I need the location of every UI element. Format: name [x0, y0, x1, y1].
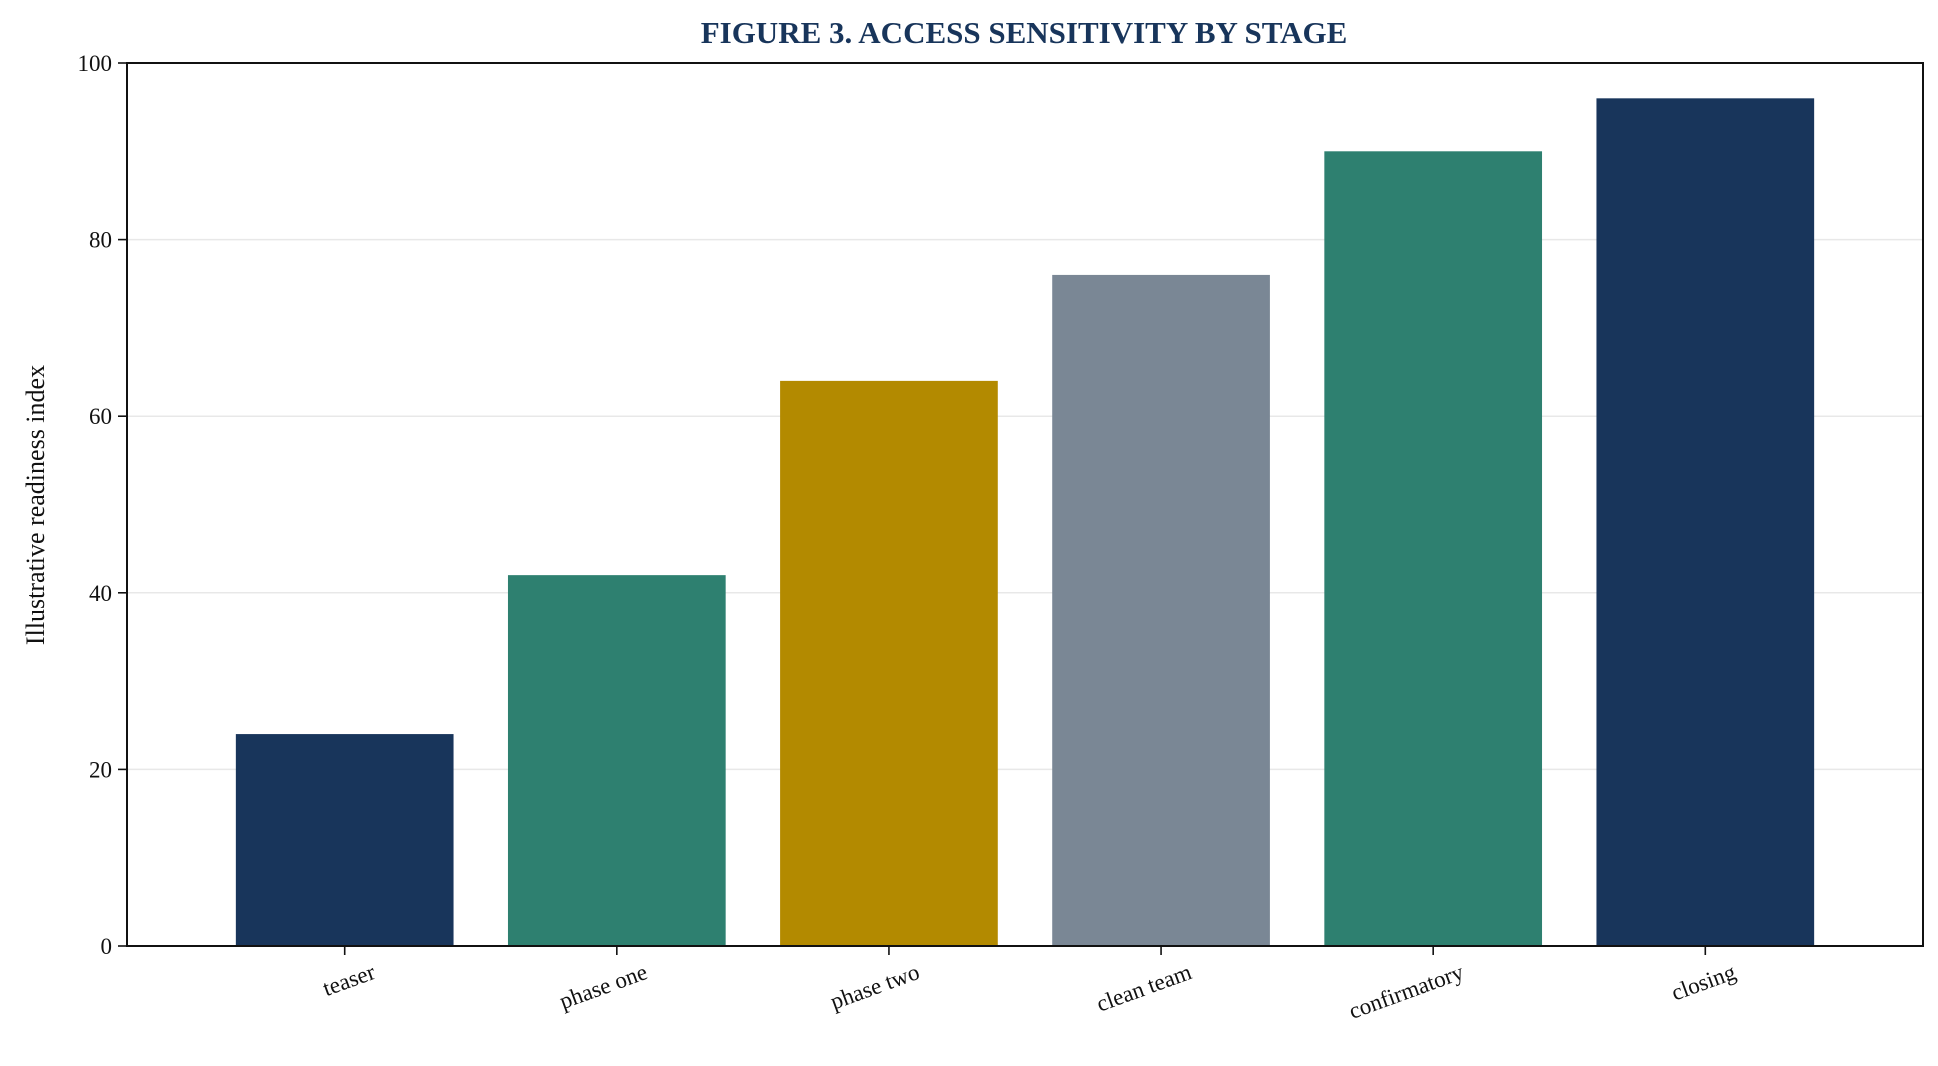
y-tick-label: 100: [78, 51, 113, 76]
chart-title: FIGURE 3. ACCESS SENSITIVITY BY STAGE: [701, 15, 1348, 50]
bars: [235, 98, 1815, 947]
bar-phase-two: [780, 380, 998, 946]
bar-confirmatory: [1324, 151, 1543, 947]
y-tick-label: 0: [101, 934, 113, 959]
x-tick-label: confirmatory: [1346, 959, 1468, 1024]
y-tick-label: 20: [89, 757, 112, 782]
x-tick-label: clean team: [1093, 959, 1195, 1016]
y-tick-label: 40: [89, 581, 112, 606]
x-axis: teaser phase one phase two clean team confir…: [319, 946, 1739, 1024]
x-tick-label: closing: [1668, 959, 1739, 1005]
x-tick-label: teaser: [319, 959, 378, 1001]
plot-frame: [126, 62, 1924, 947]
bar-teaser: [235, 734, 454, 946]
y-axis-label: Illustrative readiness index: [21, 365, 50, 645]
y-tick-label: 60: [89, 404, 112, 429]
x-tick-label: phase two: [827, 959, 923, 1014]
y-tick-label: 80: [89, 228, 112, 253]
x-tick-label: phase one: [556, 959, 650, 1014]
y-axis: 0 20 40 60 80 100: [78, 51, 127, 959]
bar-closing: [1596, 98, 1815, 946]
bar-clean-team: [1052, 274, 1270, 946]
bar-phase-one: [507, 575, 726, 946]
